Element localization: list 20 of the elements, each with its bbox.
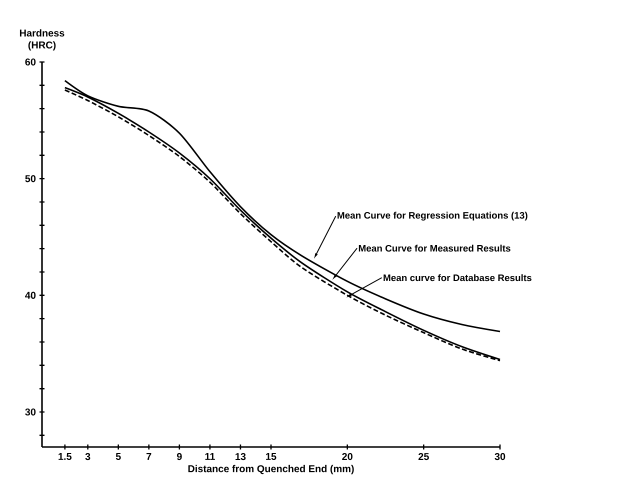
y-tick-label: 50	[25, 175, 36, 182]
y-axis-title: Hardness (HRC)	[20, 29, 64, 50]
annotation: Mean curve for Database Results	[384, 274, 532, 282]
x-tick-label: 7	[146, 453, 152, 460]
x-tick-label: 3	[85, 453, 90, 460]
x-tick-label: 15	[266, 453, 276, 460]
x-tick-label: 11	[205, 453, 215, 460]
y-tick-label: 30	[25, 408, 36, 416]
x-tick-label: 5	[116, 453, 121, 460]
y-tick-label: 60	[25, 58, 36, 66]
x-tick-label: 30	[494, 453, 506, 460]
x-tick-label: 9	[176, 453, 182, 460]
x-axis-title: Distance from Quenched End (mm)	[188, 464, 354, 474]
x-tick-label: 20	[342, 453, 352, 460]
annotation: Mean Curve for Measured Results	[358, 244, 510, 252]
x-tick-label: 13	[236, 453, 246, 460]
y-tick-label: 40	[25, 292, 36, 299]
annotation: Mean Curve for Regression Equations (13)	[338, 212, 528, 221]
x-tick-label: 25	[418, 453, 429, 460]
x-tick-label: 1.5	[58, 453, 72, 460]
